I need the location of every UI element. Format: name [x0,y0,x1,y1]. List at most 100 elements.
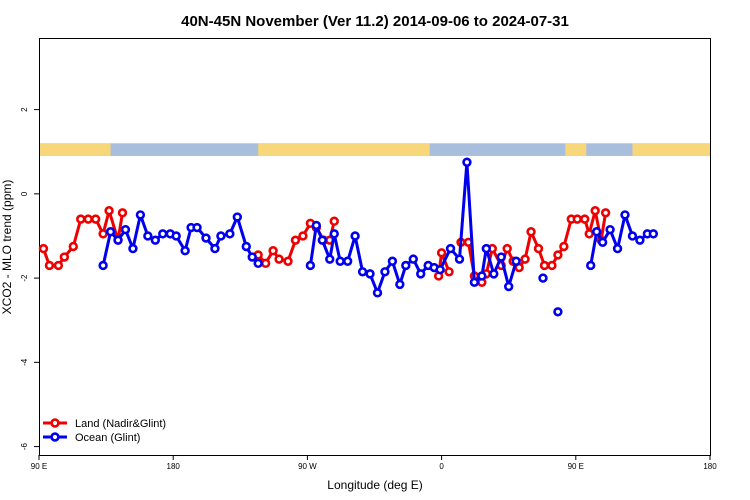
series-1-point [553,307,563,317]
series-1-point [247,252,257,262]
series-1-point [113,235,123,245]
series-1-point [98,260,108,271]
series-1-point [325,254,335,264]
series-0-point [526,227,536,237]
series-1-point [342,256,353,266]
land-band-0 [39,143,111,156]
series-0-point [90,214,101,224]
series-1-point [311,220,322,231]
series-1-point [387,256,398,266]
series-1-point [408,254,418,264]
series-0-point [44,260,55,271]
series-1-point [627,231,638,241]
y-tick-label-1: 0 [20,191,29,196]
series-1-point [120,224,131,235]
land-band-1 [258,143,430,156]
y-tick-label-3: -4 [20,358,29,366]
series-1-point [489,269,499,279]
series-1-point [180,246,190,256]
series-1-point [135,210,146,220]
y-axis: 2 0 -2 -4 -6 [20,107,39,450]
series-1-point [305,260,316,271]
series-1-point [335,256,345,266]
series-0-point [590,205,600,216]
series-0-point [83,214,93,224]
legend-marker-1 [50,432,60,442]
series-1-point [241,241,251,252]
series-1-point [350,231,360,241]
series-1-point [365,269,375,279]
series-1-point [253,258,263,269]
series-1-point [380,267,390,277]
series-1-point [105,227,116,237]
series-0-point [104,205,114,216]
series-0-point [283,256,293,266]
series-0-point [559,241,569,252]
legend-label-1: Ocean (Glint) [75,432,140,444]
series-1-point [329,229,339,239]
series-1-point [469,277,480,288]
series-1-point [357,267,368,277]
series-0-point [260,258,271,269]
series-0-point [117,208,128,218]
x-tick-label-1: 180 [167,462,181,471]
y-tick-label-0: 2 [20,107,29,112]
series-1-point [210,243,220,254]
series-1-point [477,271,487,281]
series-0-point [98,229,108,239]
x-tick-label-2: 90 W [298,462,317,471]
series-0-point [547,260,557,271]
legend-marker-0 [50,418,60,428]
series-0-point [600,208,611,218]
land-band-2 [565,143,587,156]
series-1-point [462,157,472,167]
series-1 [98,157,659,317]
series-1-line-0 [101,213,260,266]
y-tick-label-4: -6 [20,442,29,450]
series-0-point [38,243,49,254]
x-axis: 90 E 180 90 W 0 90 E 180 [31,455,717,471]
series-0-point [76,214,86,224]
series-1-point [591,227,602,237]
legend-label-0: Land (Nadir&Glint) [75,418,166,430]
series-0-point [290,235,301,245]
series-1-point [481,243,492,254]
series-1-point [143,231,153,241]
series-0-point [502,243,512,254]
series-1-point [538,273,548,283]
series-1-point [597,237,608,247]
series-1-point [454,254,465,264]
series-0-point [572,214,582,224]
land-ocean-mask [39,143,710,156]
series-1-point [171,231,181,241]
series-1-point [216,231,226,241]
series-1-point [435,264,445,275]
series-0-point [584,229,594,239]
series-layer [38,157,659,317]
series-0-point [268,246,278,256]
series-0-point [53,260,64,271]
series-0-point [553,250,563,260]
series-0-point [539,260,550,271]
series-0-point [580,214,590,224]
series-1-point [635,235,645,245]
x-tick-label-5: 180 [703,462,717,471]
series-0-point [533,243,544,254]
series-0-point [444,267,454,277]
series-1-point [395,279,405,290]
series-1-point [317,235,328,245]
series-1-point [605,224,615,235]
series-0-point [329,216,339,226]
series-1-point [416,269,426,279]
series-1-point [648,229,659,239]
x-axis-label: Longitude (deg E) [327,478,422,492]
series-1-point [372,288,383,298]
x-tick-label-3: 0 [439,462,444,471]
plot-frame [39,38,711,456]
series-1-point [445,243,456,254]
series-1-point [128,243,138,254]
series-1-point [511,256,521,266]
series-0-point [59,252,70,262]
series-1-point [620,210,630,220]
